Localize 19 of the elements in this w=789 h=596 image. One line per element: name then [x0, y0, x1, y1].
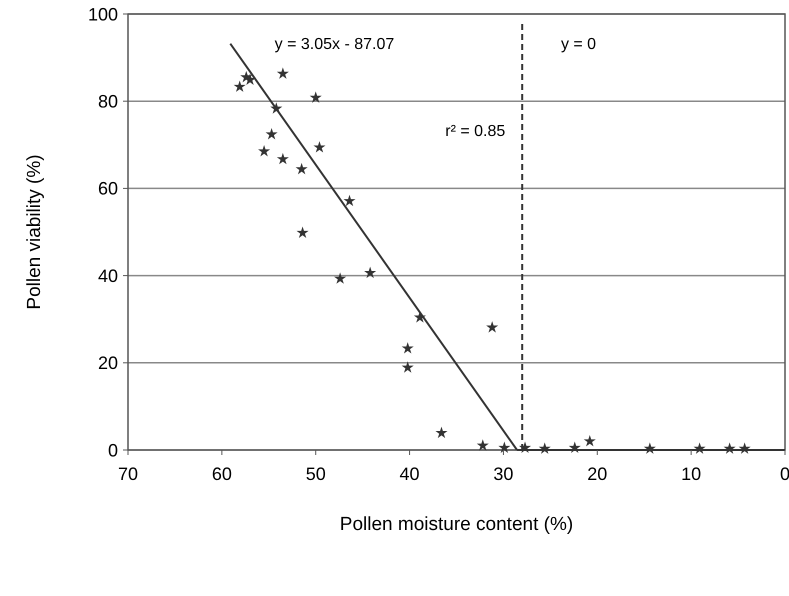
- x-tick-label: 50: [306, 464, 326, 484]
- annotation: y = 0: [560, 36, 596, 53]
- x-tick-label: 60: [212, 464, 232, 484]
- annotation: r² = 0.85: [445, 123, 506, 140]
- x-axis-title: Pollen moisture content (%): [340, 514, 574, 535]
- y-tick-label: 100: [88, 4, 118, 24]
- x-tick-label: 30: [493, 464, 514, 484]
- y-axis-title: Pollen viability (%): [24, 154, 45, 310]
- x-tick-label: 10: [681, 464, 702, 484]
- annotation: y = 3.05x - 87.07: [274, 36, 394, 53]
- y-tick-label: 20: [98, 353, 118, 374]
- x-tick-label: 0: [780, 464, 789, 484]
- x-tick-label: 40: [400, 464, 420, 484]
- y-tick-label: 80: [98, 92, 118, 112]
- y-tick-label: 0: [108, 440, 118, 460]
- x-tick-label: 70: [118, 464, 138, 484]
- y-tick-label: 60: [98, 178, 118, 199]
- y-tick-label: 40: [98, 266, 118, 286]
- x-tick-label: 20: [587, 464, 608, 484]
